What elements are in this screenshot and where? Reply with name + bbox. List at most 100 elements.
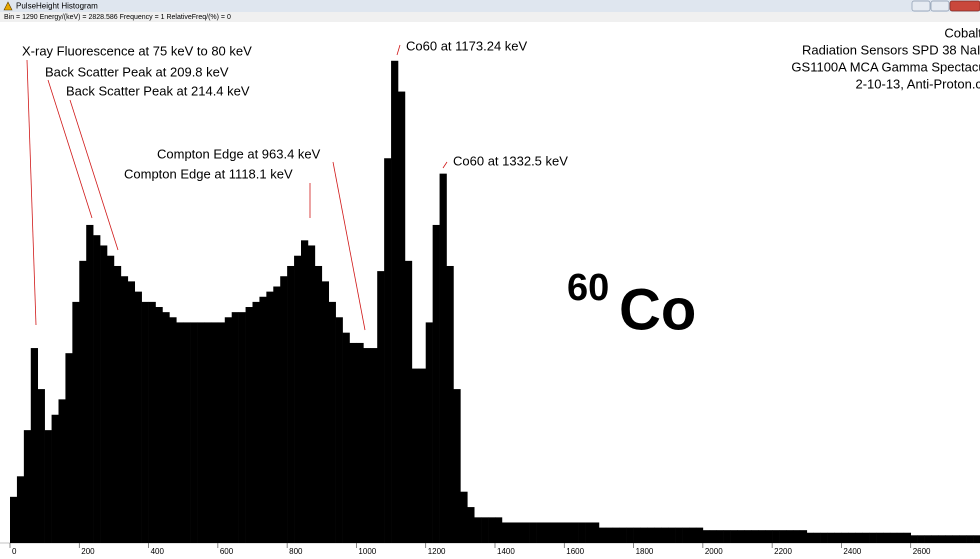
bar <box>266 291 274 543</box>
bar <box>813 532 821 543</box>
bar <box>799 530 808 543</box>
maximize-button[interactable] <box>930 0 950 12</box>
bar <box>938 535 946 543</box>
bar <box>439 173 447 543</box>
close-button[interactable] <box>949 0 980 12</box>
bar <box>377 271 385 543</box>
bar <box>23 430 32 543</box>
bar <box>404 260 413 543</box>
bar <box>384 158 392 543</box>
bar <box>786 530 794 543</box>
bar <box>155 307 163 543</box>
bar <box>363 348 371 543</box>
bar <box>806 532 815 543</box>
bar <box>120 276 129 543</box>
bar <box>592 522 600 543</box>
bar <box>210 322 219 543</box>
bar <box>93 235 101 543</box>
bar <box>197 322 205 543</box>
annotation: X-ray Fluorescence at 75 keV to 80 keV <box>22 43 252 58</box>
bar <box>751 530 759 543</box>
bar <box>488 517 496 543</box>
bar <box>889 532 898 543</box>
bar <box>737 530 745 543</box>
bar <box>536 522 544 543</box>
bar <box>252 301 260 543</box>
bar <box>44 430 52 543</box>
bar <box>481 517 489 543</box>
bar <box>564 522 572 543</box>
bar <box>134 291 142 543</box>
bar <box>772 530 780 543</box>
bar <box>467 507 475 543</box>
bar <box>571 522 579 543</box>
bar <box>924 535 932 543</box>
bar <box>86 224 94 543</box>
bar <box>827 532 835 543</box>
note: Cobalt 60 <box>944 25 980 40</box>
bar <box>425 322 433 543</box>
bar <box>973 535 980 543</box>
title-bar <box>0 0 980 12</box>
bar <box>883 532 891 543</box>
bar <box>224 317 233 543</box>
note: Radiation Sensors SPD 38 NaI(Tl) <box>802 42 980 57</box>
bar <box>65 353 73 543</box>
bar <box>765 530 773 543</box>
bar <box>259 296 267 543</box>
bar <box>529 522 537 543</box>
bar <box>834 532 842 543</box>
bar <box>876 532 884 543</box>
bar <box>217 322 226 543</box>
bar <box>952 535 960 543</box>
x-tick-label: 400 <box>151 547 165 556</box>
isotope-mass: 60 <box>567 267 609 309</box>
bar <box>855 532 863 543</box>
x-tick-label: 2200 <box>774 547 792 556</box>
bar <box>779 530 787 543</box>
bar <box>30 348 39 543</box>
window-title: PulseHeight Histogram <box>16 2 98 11</box>
bar <box>654 527 662 543</box>
x-tick-label: 1800 <box>636 547 654 556</box>
bar <box>501 522 510 543</box>
annotation-line <box>396 44 401 56</box>
bar <box>508 522 517 543</box>
bar <box>287 265 295 543</box>
x-tick-label: 600 <box>220 547 234 556</box>
bar <box>495 517 503 543</box>
bar <box>113 265 122 543</box>
bar <box>682 527 690 543</box>
annotation-line <box>69 99 119 251</box>
minimize-button[interactable] <box>911 0 931 12</box>
bar <box>342 332 350 543</box>
x-tick-label: 1200 <box>428 547 446 556</box>
bar <box>100 245 108 543</box>
bar <box>689 527 697 543</box>
bar <box>605 527 614 543</box>
bar <box>647 527 655 543</box>
bar <box>959 535 967 543</box>
bar <box>169 317 177 543</box>
bar <box>418 368 427 543</box>
bar <box>231 312 239 543</box>
annotation: Back Scatter Peak at 214.4 keV <box>66 83 250 98</box>
bar <box>301 240 309 543</box>
bar <box>585 522 593 543</box>
bar <box>910 535 918 543</box>
x-tick-label: 2600 <box>913 547 931 556</box>
annotation: Co60 at 1173.24 keV <box>406 38 528 53</box>
bar <box>744 530 752 543</box>
bar <box>841 532 849 543</box>
bar <box>626 527 634 543</box>
bar <box>702 530 711 543</box>
x-tick-label: 800 <box>289 547 303 556</box>
bar <box>695 527 704 543</box>
bar <box>190 322 198 543</box>
bar <box>903 532 912 543</box>
x-tick-label: 1000 <box>358 547 376 556</box>
bar <box>709 530 718 543</box>
bar <box>633 527 641 543</box>
bar <box>453 389 461 543</box>
